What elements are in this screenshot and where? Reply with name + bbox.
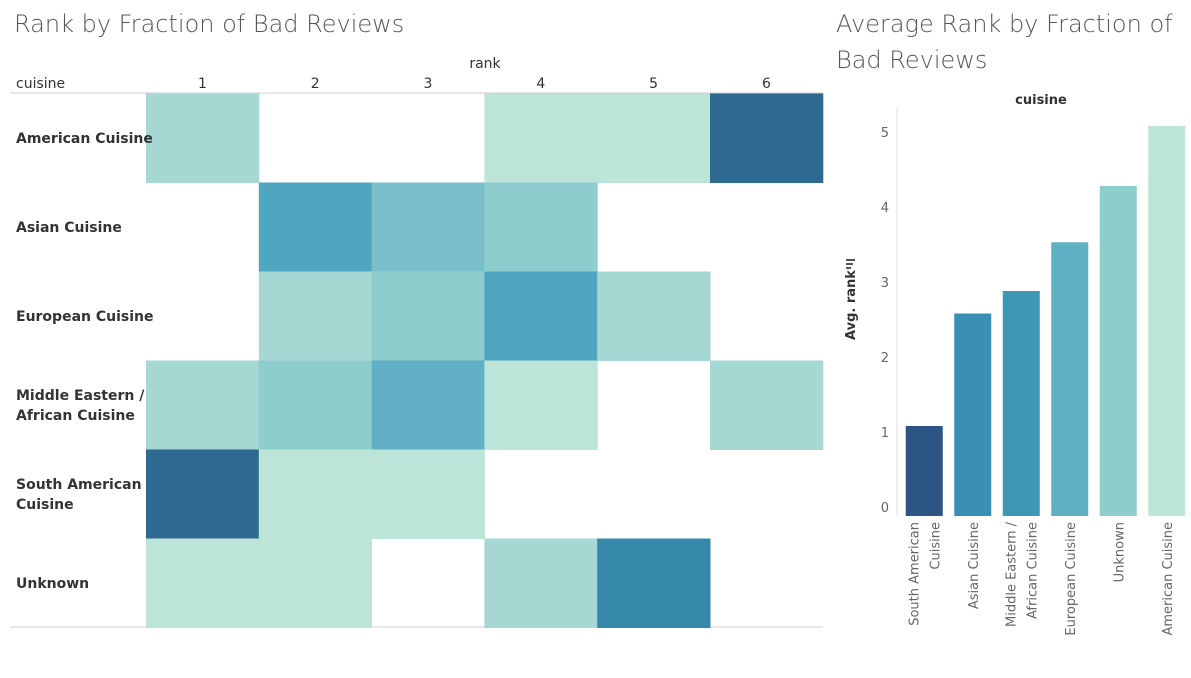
heatmap-cell[interactable] xyxy=(484,93,598,184)
bar-chart-title: Average Rank by Fraction of Bad Reviews xyxy=(836,10,1173,74)
heatmap-column-label: 6 xyxy=(762,76,771,92)
heatmap-row-label: American Cuisine xyxy=(16,131,153,147)
heatmap-cell[interactable] xyxy=(146,360,260,451)
y-axis-tick-label: 2 xyxy=(881,351,889,366)
y-axis-title: Avg. rank xyxy=(844,270,859,340)
x-axis-category-label: Asian Cuisine xyxy=(967,522,982,609)
y-axis-tick-label: 4 xyxy=(881,201,889,216)
heatmap-cell[interactable] xyxy=(597,538,711,629)
heatmap-chart: rank cuisine 1 2 3 4 5 6 American Cuisine Asia… xyxy=(10,56,824,629)
y-axis-tick-label: 1 xyxy=(881,426,889,441)
heatmap-column-label: 4 xyxy=(536,76,545,92)
sort-ascending-icon[interactable] xyxy=(846,259,855,269)
heatmap-cell[interactable] xyxy=(710,360,824,451)
heatmap-cell[interactable] xyxy=(258,538,373,629)
heatmap-row-label: Asian Cuisine xyxy=(16,220,122,236)
bar[interactable] xyxy=(1002,291,1040,516)
heatmap-row-label: South American Cuisine xyxy=(16,477,142,513)
heatmap-column-label: 3 xyxy=(424,76,433,92)
y-axis-tick-label: 3 xyxy=(881,276,889,291)
bar[interactable] xyxy=(1051,242,1089,516)
heatmap-cell[interactable] xyxy=(258,271,373,362)
heatmap-cell[interactable] xyxy=(258,449,373,540)
heatmap-cell[interactable] xyxy=(146,449,260,540)
heatmap-cell[interactable] xyxy=(146,538,260,629)
heatmap-column-label: 5 xyxy=(649,76,658,92)
x-axis-category-label: Middle Eastern / African Cuisine xyxy=(1004,521,1040,627)
bar[interactable] xyxy=(905,426,943,516)
heatmap-cell[interactable] xyxy=(484,538,598,629)
heatmap-cell[interactable] xyxy=(710,93,824,184)
y-axis-tick-label: 5 xyxy=(881,126,889,141)
heatmap-row-label: Unknown xyxy=(16,576,89,592)
heatmap-title: Rank by Fraction of Bad Reviews xyxy=(14,10,405,38)
heatmap-cell[interactable] xyxy=(371,360,485,451)
heatmap-cell[interactable] xyxy=(258,360,373,451)
heatmap-cell[interactable] xyxy=(484,182,598,273)
heatmap-cell[interactable] xyxy=(371,182,485,273)
heatmap-cell[interactable] xyxy=(484,360,598,451)
heatmap-cell[interactable] xyxy=(146,93,260,184)
heatmap-cell[interactable] xyxy=(371,449,485,540)
x-axis-category-label: European Cuisine xyxy=(1064,522,1079,636)
bar[interactable] xyxy=(1099,186,1137,516)
heatmap-cell[interactable] xyxy=(597,93,711,184)
x-axis-category-label: American Cuisine xyxy=(1161,522,1176,636)
heatmap-cell[interactable] xyxy=(371,271,485,362)
heatmap-cell[interactable] xyxy=(484,271,598,362)
bar[interactable] xyxy=(954,313,992,517)
heatmap-column-label: 2 xyxy=(311,76,320,92)
heatmap-row-label: European Cuisine xyxy=(16,309,154,325)
bar[interactable] xyxy=(1148,126,1186,516)
heatmap-column-label: 1 xyxy=(198,76,207,92)
heatmap-cell[interactable] xyxy=(597,271,711,362)
heatmap-cell[interactable] xyxy=(258,182,373,273)
bar-chart-header: cuisine xyxy=(1015,93,1067,108)
heatmap-column-header: rank xyxy=(469,56,501,72)
x-axis-category-label: South American Cuisine xyxy=(907,522,943,626)
heatmap-row-header: cuisine xyxy=(16,76,65,92)
x-axis-category-label: Unknown xyxy=(1112,522,1127,582)
heatmap-row-label: Middle Eastern / African Cuisine xyxy=(16,388,145,424)
y-axis-tick-label: 0 xyxy=(881,501,889,516)
